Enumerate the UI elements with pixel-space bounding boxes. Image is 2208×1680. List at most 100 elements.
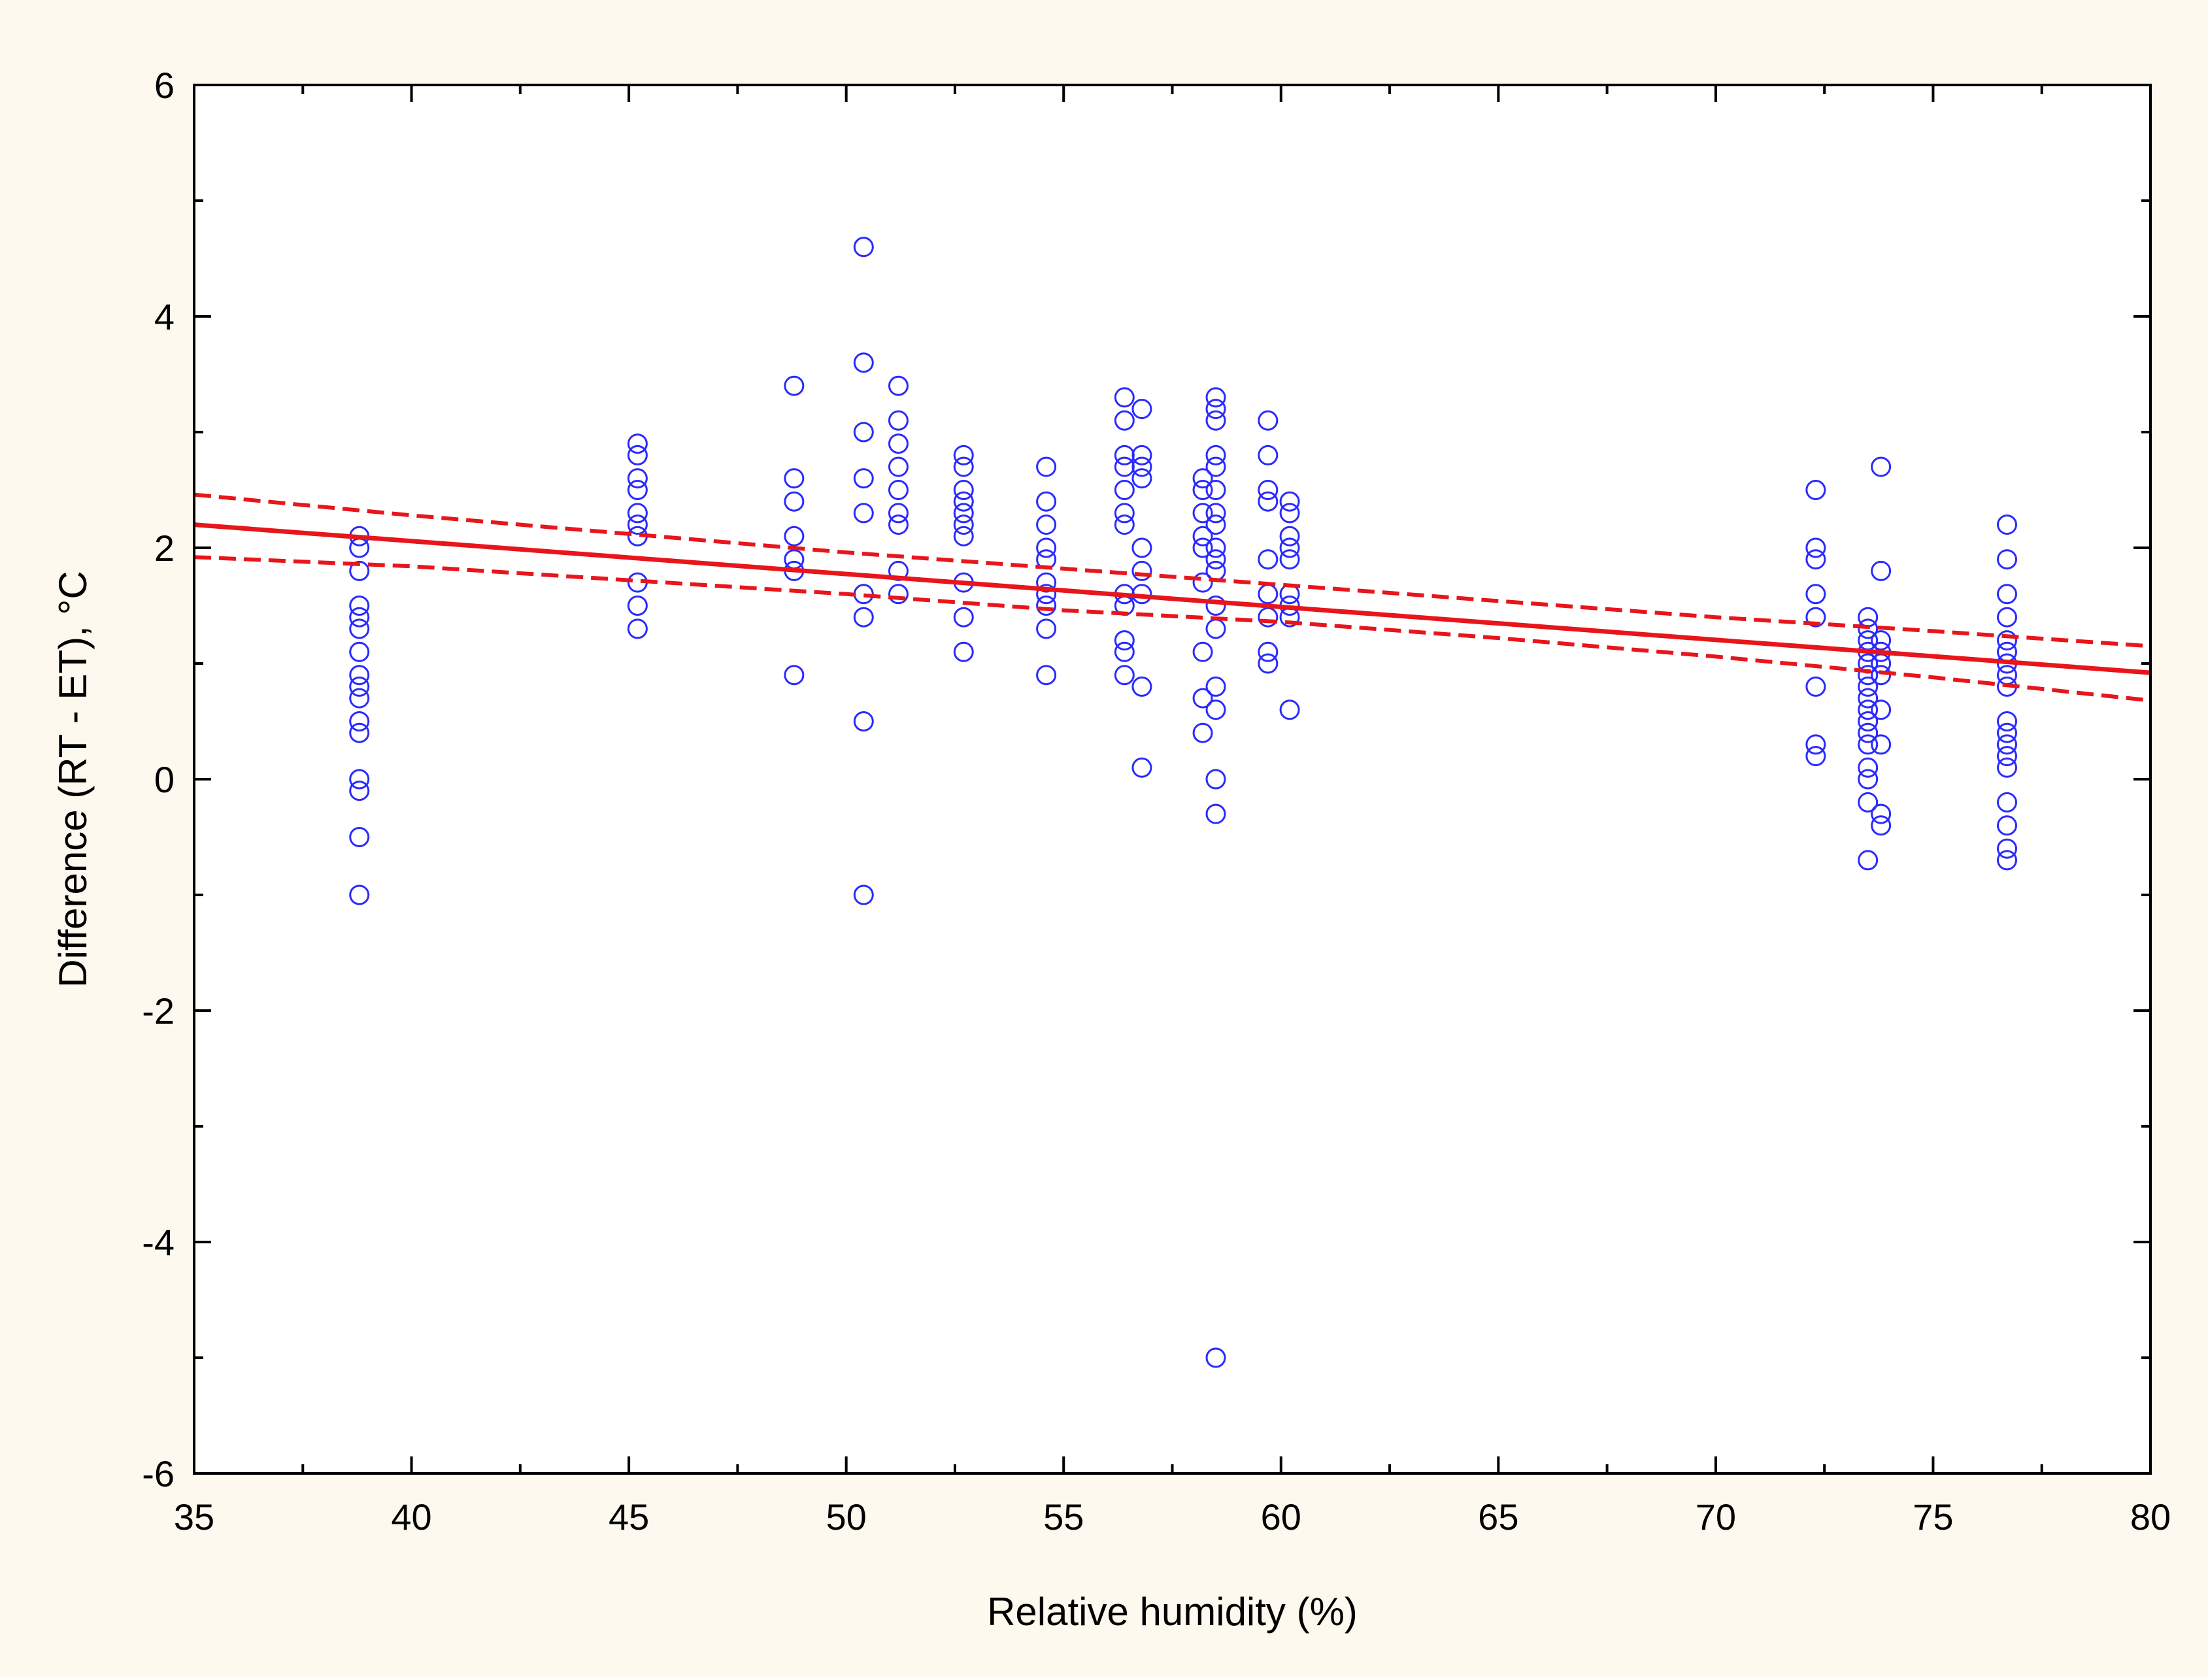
data-point [1997, 792, 2018, 813]
data-point [853, 468, 874, 489]
data-point [1258, 480, 1279, 500]
data-point [1036, 618, 1057, 639]
data-point [1114, 514, 1135, 535]
data-point [1871, 456, 1892, 477]
data-point [1858, 618, 1879, 639]
data-point [1114, 480, 1135, 500]
data-point [1871, 803, 1892, 824]
data-point [1036, 572, 1057, 593]
data-point [349, 607, 370, 628]
data-point [1997, 734, 2018, 755]
data-point [1997, 711, 2018, 731]
data-point [784, 468, 805, 489]
data-point [1114, 630, 1135, 651]
data-point [1131, 757, 1152, 778]
data-point [1205, 676, 1226, 697]
data-point [1805, 537, 1826, 558]
data-point [1279, 503, 1300, 524]
data-point [1205, 410, 1226, 431]
data-point [1036, 584, 1057, 605]
data-point [888, 433, 909, 454]
data-point [1858, 769, 1879, 790]
data-point [1205, 456, 1226, 477]
data-point [784, 526, 805, 546]
x-tick-label: 55 [1043, 1496, 1084, 1537]
data-point [1131, 399, 1152, 420]
data-point [1205, 480, 1226, 500]
data-point [1871, 630, 1892, 651]
data-point [953, 503, 974, 524]
data-point [1205, 596, 1226, 616]
data-point [784, 491, 805, 512]
data-point [1205, 387, 1226, 408]
data-point [1205, 549, 1226, 570]
data-point [627, 480, 648, 500]
data-point [888, 410, 909, 431]
data-point [349, 560, 370, 581]
data-point [953, 445, 974, 465]
data-point [953, 491, 974, 512]
x-tick-label: 50 [826, 1496, 867, 1537]
y-tick-label: 6 [154, 65, 175, 106]
data-point [1997, 722, 2018, 743]
data-point [349, 769, 370, 790]
data-point [1858, 850, 1879, 871]
data-point [1205, 503, 1226, 524]
data-point [627, 445, 648, 465]
data-point [1036, 596, 1057, 616]
data-point [1192, 722, 1213, 743]
data-point [1858, 665, 1879, 686]
data-point [1805, 607, 1826, 628]
x-tick-label: 45 [609, 1496, 649, 1537]
data-point [853, 237, 874, 258]
data-point [1205, 803, 1226, 824]
data-point [1036, 456, 1057, 477]
data-point [1114, 387, 1135, 408]
data-point [627, 514, 648, 535]
data-point [1805, 746, 1826, 767]
data-point [888, 375, 909, 396]
confidence-band-lower [193, 555, 2151, 703]
regression-line [193, 522, 2151, 675]
data-point [953, 607, 974, 628]
data-point [349, 665, 370, 686]
plot-area [194, 85, 2150, 1473]
data-point [1258, 653, 1279, 674]
data-point [1279, 699, 1300, 720]
data-point [1858, 734, 1879, 755]
data-point [1205, 1347, 1226, 1368]
data-point [627, 433, 648, 454]
x-tick-label: 60 [1261, 1496, 1301, 1537]
data-point [1997, 838, 2018, 859]
data-point [1805, 734, 1826, 755]
data-point [1997, 630, 2018, 651]
data-point [784, 665, 805, 686]
data-point [1805, 676, 1826, 697]
confidence-band-upper [193, 492, 2151, 648]
data-point [1858, 699, 1879, 720]
data-point [953, 480, 974, 500]
data-point [1858, 676, 1879, 697]
y-tick-label: 4 [154, 296, 175, 337]
data-point [1205, 537, 1226, 558]
data-point [1131, 456, 1152, 477]
data-point [1997, 549, 2018, 570]
data-point [1205, 514, 1226, 535]
y-axis-label: Difference (RT - ET), °C [51, 571, 95, 987]
x-axis-label: Relative humidity (%) [987, 1590, 1358, 1634]
data-point [1258, 445, 1279, 465]
axis-ticks [193, 84, 2152, 1475]
data-point [349, 596, 370, 616]
data-point [1279, 549, 1300, 570]
y-tick-label: -2 [142, 990, 175, 1032]
plot-frame [193, 84, 2152, 1475]
x-tick-label: 65 [1478, 1496, 1518, 1537]
data-point [1871, 734, 1892, 755]
data-point [1858, 722, 1879, 743]
data-point [953, 526, 974, 546]
data-point [1997, 607, 2018, 628]
y-tick-label: -4 [142, 1222, 175, 1263]
x-tick-label: 80 [2130, 1496, 2171, 1537]
data-point [1114, 641, 1135, 662]
